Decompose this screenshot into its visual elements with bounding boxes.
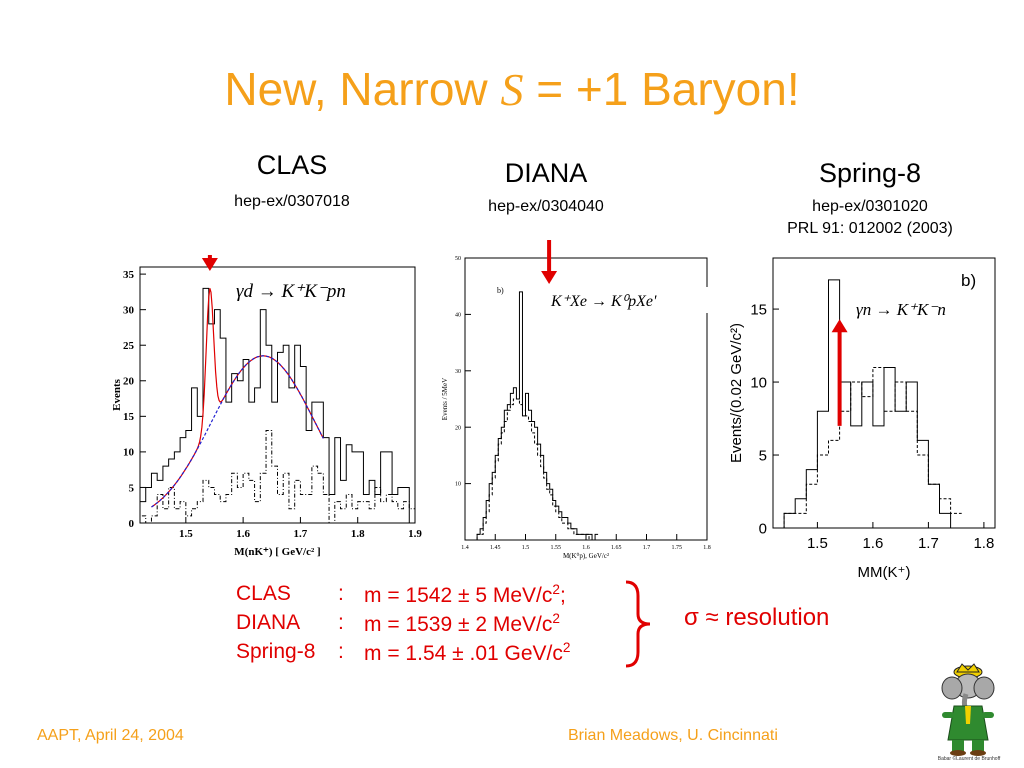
- diana-xtick-label: 1.55: [551, 545, 562, 551]
- diana-ylabel: Events / 5MeV: [441, 378, 449, 420]
- clas-series-3-background-curve: [151, 355, 324, 508]
- spring8-chart: 0 5 10 15 1.5 1.6 1.7 1.8 MM(K⁺) Events/(0.02 GeV…: [728, 257, 996, 581]
- footer-left: AAPT, April 24, 2004: [37, 727, 184, 744]
- clas-xlabel: M(nK⁺) [ GeV/c² ]: [234, 546, 320, 558]
- clas-ytick-label: 35: [123, 269, 135, 281]
- spring8-xtick-label: 1.6: [862, 535, 883, 552]
- diana-panel-label: b): [497, 286, 504, 295]
- spring8-ytick-label: 15: [750, 301, 767, 318]
- clas-xtick-label: 1.6: [236, 528, 250, 540]
- diana-xtick-label: 1.7: [643, 545, 651, 551]
- results-brace: [625, 580, 651, 668]
- elephant-icon: [941, 663, 995, 756]
- diana-xlabel: M(K⁰p), GeV/c²: [563, 552, 609, 560]
- footer-right: Brian Meadows, U. Cincinnati: [568, 727, 778, 744]
- clas-peak-arrow-head: [201, 258, 218, 271]
- diana-xtick-label: 1.5: [522, 545, 530, 551]
- diana-ytick-label: 40: [455, 313, 461, 319]
- diana-xtick-label: 1.75: [672, 545, 683, 551]
- clas-series-2-fit-curve: [151, 288, 324, 508]
- spring8-xtick-label: 1.7: [918, 535, 939, 552]
- diana-ytick-label: 10: [455, 482, 461, 488]
- clas-ref: hep-ex/0307018: [234, 193, 350, 210]
- mascot-caption: Babar ©Laurent de Brunhoff: [937, 756, 1001, 762]
- diana-ytick-label: 20: [455, 425, 461, 431]
- resolution-note: σ ≈ resolution: [684, 604, 830, 631]
- clas-ytick-label: 5: [129, 482, 135, 494]
- diana-xtick-label: 1.65: [611, 545, 622, 551]
- clas-reaction-label: γd → K⁺K⁻pn: [236, 281, 346, 302]
- title-symbol: S: [500, 64, 524, 115]
- diana-name: DIANA: [504, 158, 588, 188]
- clas-name: CLAS: [256, 150, 328, 180]
- diana-xtick-label: 1.4: [461, 545, 469, 551]
- diana-xtick-label: 1.8: [703, 545, 711, 551]
- spring8-ylabel: Events/(0.02 GeV/c²): [728, 323, 745, 463]
- clas-ylabel: Events: [111, 378, 123, 411]
- clas-series-0-histogram: [139, 287, 415, 524]
- clas-ytick-label: 20: [123, 376, 135, 388]
- spring8-series-1-histogram: [773, 366, 962, 529]
- clas-ytick-label: 0: [129, 518, 135, 530]
- diana-xtick-label: 1.6: [582, 545, 590, 551]
- spring8-ytick-label: 10: [750, 374, 767, 391]
- spring8-ytick-label: 0: [759, 520, 767, 537]
- spring8-panel-label: b): [961, 271, 976, 290]
- clas-xtick-label: 1.7: [294, 528, 308, 540]
- clas-ytick-label: 30: [123, 305, 135, 317]
- spring8-xlabel: MM(K⁺): [858, 564, 911, 581]
- diana-chart: 10 20 30 40 50 1.4 1.45 1.5 1.55 1.6 1.65 1.7 1.75 1.…: [441, 240, 725, 560]
- clas-xtick-label: 1.8: [351, 528, 365, 540]
- clas-chart: 0 5 10 15 20 25 30 35 1.5 1.6 1.7 1.8 1.9 M(nK⁺) [ Ge…: [111, 255, 422, 558]
- clas-ytick-label: 10: [123, 447, 135, 459]
- spring8-peak-arrow-head: [831, 319, 848, 333]
- spring8-ytick-label: 5: [759, 447, 767, 464]
- diana-xtick-label: 1.45: [490, 545, 501, 551]
- diana-ytick-label: 50: [455, 256, 461, 262]
- diana-ytick-label: 30: [455, 369, 461, 375]
- spring8-name: Spring-8: [818, 158, 922, 188]
- diana-peak-arrow-head: [541, 271, 558, 284]
- diana-series-1-histogram: [476, 398, 599, 541]
- clas-xtick-label: 1.5: [179, 528, 193, 540]
- spring8-xtick-label: 1.5: [807, 535, 828, 552]
- diana-reaction-label: K⁺Xe → K⁰pXe': [550, 293, 657, 310]
- spring8-prl: PRL 91: 012002 (2003): [787, 220, 953, 237]
- diana-series-0-histogram: [476, 291, 599, 541]
- diana-ref: hep-ex/0304040: [488, 198, 604, 215]
- spring8-xtick-label: 1.8: [973, 535, 994, 552]
- slide-title: New, Narrow S = +1 Baryon!: [224, 63, 800, 115]
- clas-series-1-histogram: [139, 430, 415, 524]
- spring8-reaction-label: γn → K⁺K⁻n: [856, 300, 946, 319]
- spring8-ref: hep-ex/0301020: [812, 198, 928, 215]
- diana-reaction-box: [547, 287, 725, 313]
- clas-xtick-label: 1.9: [408, 528, 422, 540]
- clas-ytick-label: 25: [123, 340, 135, 352]
- clas-ytick-label: 15: [123, 411, 135, 423]
- results-block: CLAS : m = 1542 ± 5 MeV/c2; DIANA : m = …: [236, 582, 571, 665]
- spring8-plot-frame: [772, 257, 996, 529]
- clas-plot-frame: [139, 266, 416, 524]
